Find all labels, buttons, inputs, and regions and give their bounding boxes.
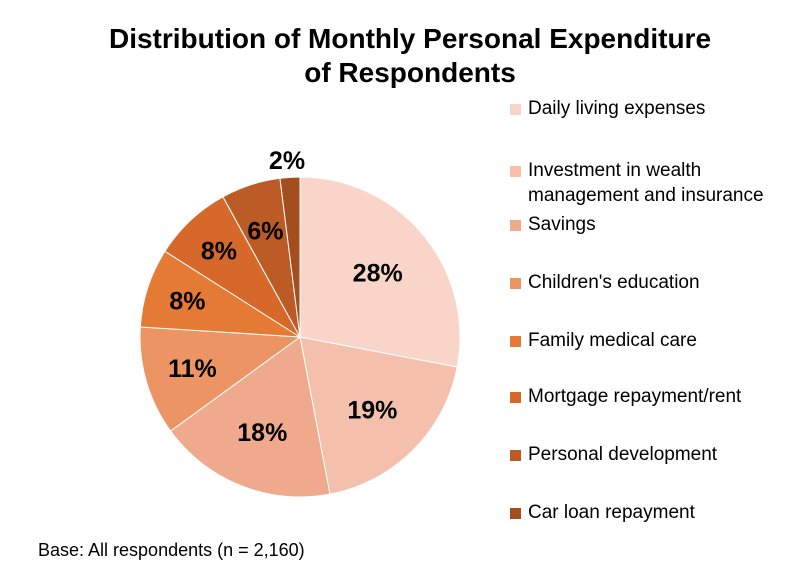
legend-swatch-8	[510, 508, 521, 519]
data-label-7: 6%	[247, 218, 283, 246]
legend-label-5: Family medical care	[528, 328, 800, 353]
legend-swatch-2	[510, 166, 521, 177]
legend-label-line: Daily living expenses	[528, 98, 706, 119]
legend-label-4: Children's education	[528, 270, 800, 295]
legend-label-line: Family medical care	[528, 330, 697, 351]
legend-label-line: Savings	[528, 214, 596, 235]
data-label-5: 8%	[169, 287, 205, 315]
pie-slice-3	[169, 336, 331, 498]
legend-label-7: Personal development	[528, 442, 800, 467]
legend-swatch-6	[510, 392, 521, 403]
data-label-3: 18%	[237, 419, 287, 447]
legend-label-line: Mortgage repayment/rent	[528, 386, 742, 407]
chart-title-line-2: of Respondents	[304, 57, 516, 88]
legend-swatch-4	[510, 278, 521, 289]
legend-label-line: Car loan repayment	[528, 502, 695, 523]
data-label-6: 8%	[201, 238, 237, 266]
legend-swatch-3	[510, 220, 521, 231]
legend-label-3: Savings	[528, 212, 800, 237]
chart-title: Distribution of Monthly Personal Expendi…	[0, 22, 800, 90]
footnote: Base: All respondents (n = 2,160)	[38, 540, 305, 560]
legend-swatch-1	[510, 104, 521, 115]
legend-label-line: management and insurance	[528, 185, 764, 206]
data-label-1: 28%	[353, 260, 403, 288]
legend-swatch-7	[510, 450, 521, 461]
pie-slice-8	[279, 176, 301, 338]
legend-label-1: Daily living expenses	[528, 96, 800, 121]
legend-label-2: Investment in wealth management and insur…	[528, 158, 800, 208]
chart-title-line-1: Distribution of Monthly Personal Expendi…	[108, 23, 712, 54]
data-label-4: 11%	[168, 355, 217, 383]
data-label-2: 19%	[347, 396, 397, 424]
pie-slice-2	[299, 336, 458, 495]
data-label-8: 2%	[269, 147, 305, 175]
pie-slice-1	[299, 176, 461, 368]
pie-slice-4	[139, 326, 302, 432]
legend-label-6: Mortgage repayment/rent	[528, 384, 800, 409]
legend-label-8: Car loan repayment	[528, 500, 800, 525]
legend-label-line: Investment in wealth	[528, 160, 702, 181]
legend-label-line: Personal development	[528, 444, 718, 465]
legend-label-line: Children's education	[528, 272, 700, 293]
legend-swatch-5	[510, 336, 521, 347]
